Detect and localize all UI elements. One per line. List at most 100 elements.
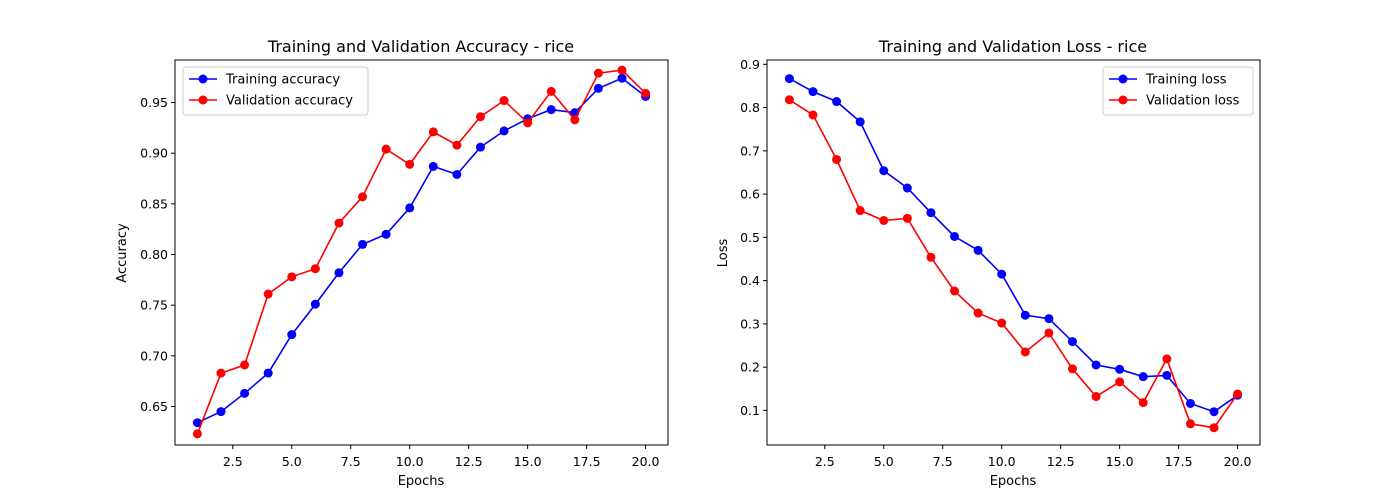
loss-y-tick-label: 0.1 <box>740 403 760 418</box>
training-accuracy-point <box>617 73 627 83</box>
training-loss-point <box>1091 360 1101 370</box>
loss-x-tick-label: 20.0 <box>1224 454 1252 469</box>
validation-loss-point <box>1044 328 1054 338</box>
accuracy-chart-title: Training and Validation Accuracy - rice <box>267 37 574 56</box>
accuracy-x-axis-label: Epochs <box>398 474 445 489</box>
training-accuracy-point <box>475 142 485 152</box>
loss-y-tick-label: 0.4 <box>740 273 760 288</box>
accuracy-y-tick-label: 0.70 <box>140 348 168 363</box>
training-accuracy-point <box>240 388 250 398</box>
loss-chart: Training and Validation Loss - rice Epoc… <box>716 37 1261 489</box>
validation-loss-point <box>1209 423 1219 433</box>
validation-accuracy-point <box>381 144 391 154</box>
training-loss-point <box>1185 398 1195 408</box>
training-accuracy-legend-label: Training accuracy <box>225 73 340 88</box>
accuracy-x-tick-label: 17.5 <box>573 454 601 469</box>
validation-loss-point <box>1091 392 1101 402</box>
validation-accuracy-point <box>475 112 485 122</box>
loss-y-tick-label: 0.5 <box>740 230 760 245</box>
training-accuracy-legend-marker <box>198 74 208 84</box>
training-accuracy-point <box>216 407 226 417</box>
validation-accuracy-point <box>617 65 627 75</box>
validation-accuracy-point <box>546 86 556 96</box>
validation-loss-point <box>832 154 842 164</box>
validation-accuracy-point <box>263 289 273 299</box>
accuracy-y-tick-label: 0.75 <box>140 298 168 313</box>
accuracy-x-tick-label: 5.0 <box>282 454 302 469</box>
validation-loss-point <box>808 110 818 120</box>
accuracy-plot-area: 2.5 5.0 7.5 10.0 12.5 15.0 17.5 20.0 0.65 0.70 0.7… <box>140 59 669 469</box>
validation-accuracy-point <box>334 218 344 228</box>
validation-loss-point <box>973 308 983 318</box>
training-accuracy-point <box>593 83 603 93</box>
validation-accuracy-point <box>358 192 368 202</box>
training-loss-point <box>973 245 983 255</box>
training-accuracy-point <box>334 268 344 278</box>
validation-accuracy-point <box>452 140 462 150</box>
validation-loss-point <box>1020 347 1030 357</box>
training-loss-point <box>1138 372 1148 382</box>
validation-accuracy-legend-label: Validation accuracy <box>226 94 353 109</box>
validation-accuracy-point <box>499 96 509 106</box>
accuracy-axes-frame <box>174 59 669 446</box>
validation-loss-point <box>997 318 1007 328</box>
training-accuracy-point <box>381 229 391 239</box>
accuracy-legend-box <box>182 66 369 116</box>
validation-loss-point <box>879 215 889 225</box>
loss-x-tick-label: 2.5 <box>815 454 835 469</box>
validation-accuracy-point <box>192 429 202 439</box>
validation-accuracy-point <box>570 115 580 125</box>
training-loss-legend-marker <box>1118 74 1128 84</box>
loss-plot-area: 2.5 5.0 7.5 10.0 12.5 15.0 17.5 20.0 0.1 0.2 0.3 0.… <box>740 57 1261 469</box>
training-loss-point <box>855 117 865 127</box>
validation-loss-legend-label: Validation loss <box>1146 94 1240 109</box>
loss-x-tick-label: 10.0 <box>988 454 1016 469</box>
accuracy-x-tick-label: 10.0 <box>396 454 424 469</box>
training-accuracy-point <box>452 169 462 179</box>
training-loss-point <box>1067 337 1077 347</box>
validation-accuracy-legend-marker <box>198 95 208 105</box>
loss-y-tick-label: 0.8 <box>740 100 760 115</box>
validation-accuracy-point <box>641 88 651 98</box>
validation-accuracy-point <box>523 118 533 128</box>
training-loss-point <box>832 97 842 107</box>
validation-loss-point <box>1138 398 1148 408</box>
training-loss-point <box>902 183 912 193</box>
training-accuracy-point <box>405 203 415 213</box>
validation-loss-point <box>855 206 865 216</box>
validation-loss-point <box>1115 377 1125 387</box>
validation-accuracy-point <box>405 159 415 169</box>
training-accuracy-point <box>192 418 202 428</box>
training-loss-point <box>1162 370 1172 380</box>
training-loss-point <box>784 74 794 84</box>
validation-accuracy-point <box>287 272 297 282</box>
training-accuracy-point <box>287 330 297 340</box>
training-loss-point <box>879 166 889 176</box>
training-accuracy-point <box>358 239 368 249</box>
accuracy-x-tick-label: 15.0 <box>514 454 542 469</box>
loss-axes-frame <box>766 59 1261 446</box>
training-accuracy-point <box>499 126 509 136</box>
validation-loss-point <box>950 286 960 296</box>
validation-loss-point <box>1162 354 1172 364</box>
validation-loss-point <box>902 213 912 223</box>
training-accuracy-point <box>263 368 273 378</box>
validation-loss-point <box>1185 419 1195 429</box>
accuracy-x-tick-label: 20.0 <box>632 454 660 469</box>
accuracy-x-tick-label: 12.5 <box>455 454 483 469</box>
training-accuracy-point <box>428 161 438 171</box>
validation-loss-legend-marker <box>1118 95 1128 105</box>
accuracy-y-tick-label: 0.65 <box>140 399 168 414</box>
validation-loss-point <box>926 252 936 262</box>
validation-loss-point <box>784 95 794 105</box>
loss-x-tick-label: 12.5 <box>1047 454 1075 469</box>
training-loss-point <box>926 208 936 218</box>
validation-accuracy-line <box>196 69 647 435</box>
accuracy-x-tick-label: 7.5 <box>341 454 361 469</box>
training-loss-point <box>1044 314 1054 324</box>
validation-accuracy-point <box>216 368 226 378</box>
accuracy-y-tick-label: 0.95 <box>140 95 168 110</box>
loss-chart-title: Training and Validation Loss - rice <box>878 37 1147 56</box>
accuracy-x-tick-label: 2.5 <box>223 454 243 469</box>
